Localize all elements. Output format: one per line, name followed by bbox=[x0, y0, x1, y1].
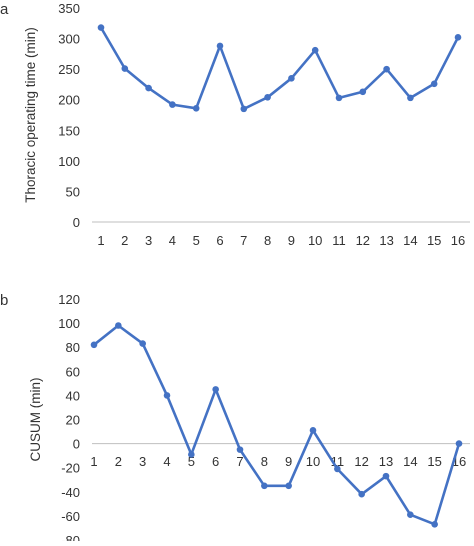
panel-a-xtick-label: 14 bbox=[403, 233, 417, 248]
panel-b-data-point bbox=[261, 482, 268, 490]
panel-b-xtick-label: 12 bbox=[354, 454, 368, 469]
panel-a-ytick-label: 250 bbox=[58, 62, 80, 77]
panel-a-xtick-label: 9 bbox=[288, 233, 295, 248]
panel-a-data-point bbox=[407, 94, 414, 102]
panel-b-ytick-label: 40 bbox=[66, 388, 80, 403]
panel-b-data-point bbox=[358, 490, 365, 498]
panel-a-y-axis-label: Thoracic operating time (min) bbox=[23, 27, 38, 203]
panel-b-data-point bbox=[188, 451, 195, 458]
panel-a-xtick-label: 12 bbox=[356, 233, 370, 248]
panel-a-data-point bbox=[192, 104, 200, 112]
panel-b-data-point bbox=[455, 440, 463, 447]
panel-a-ytick-label: 300 bbox=[58, 32, 80, 47]
panel-b-y-axis-label: CUSUM (min) bbox=[28, 378, 43, 462]
panel-a-xtick-label: 15 bbox=[427, 233, 441, 248]
panel-a-data-point bbox=[359, 88, 367, 96]
panel-b-ytick-label: -20 bbox=[61, 461, 80, 476]
panel-a-xtick-label: 4 bbox=[169, 233, 176, 248]
panel-b-label: b bbox=[0, 292, 8, 309]
panel-a-data-point bbox=[311, 46, 319, 54]
panel-b-ytick-label: 20 bbox=[66, 413, 80, 428]
panel-b-ytick-label: 60 bbox=[66, 364, 80, 379]
panel-b-series-line bbox=[93, 324, 461, 526]
panel-a-ytick-label: 0 bbox=[73, 215, 80, 230]
panel-b-xtick-label: 1 bbox=[90, 454, 97, 469]
panel-a-data-point bbox=[145, 84, 152, 92]
panel-b-data-point bbox=[236, 446, 244, 453]
panel-a-ytick-label: 150 bbox=[58, 123, 80, 138]
panel-b-data-point bbox=[309, 427, 317, 434]
panel-a-data-point bbox=[288, 75, 295, 82]
panel-b-data-point bbox=[407, 511, 414, 518]
panel-b-xtick-label: 3 bbox=[139, 454, 146, 469]
panel-a-xtick-label: 8 bbox=[264, 233, 271, 248]
panel-b-xtick-label: 9 bbox=[285, 454, 292, 469]
panel-a-xtick-label: 16 bbox=[451, 233, 465, 248]
panel-a-xtick-label: 3 bbox=[145, 233, 152, 248]
panel-b-xtick-label: 10 bbox=[306, 454, 320, 469]
panel-a-label: a bbox=[0, 1, 9, 18]
panel-a-ytick-label: 200 bbox=[58, 93, 80, 108]
panel-b-ytick-label: -40 bbox=[61, 485, 80, 500]
panel-a-data-point bbox=[264, 93, 271, 101]
panel-a-data-point bbox=[240, 105, 248, 113]
panel-b-ytick-label: 120 bbox=[58, 292, 80, 307]
panel-a-ytick-label: 100 bbox=[58, 154, 80, 169]
panel-b-data-point bbox=[163, 392, 171, 399]
panel-b-ytick-label: 100 bbox=[58, 316, 80, 331]
panel-a-xtick-label: 6 bbox=[216, 233, 223, 248]
panel-a-xtick-label: 5 bbox=[193, 233, 200, 248]
panel-b-xtick-label: 7 bbox=[236, 454, 243, 469]
panel-b-ytick-label: -80 bbox=[61, 533, 80, 541]
panel-a-data-point bbox=[335, 94, 343, 102]
panel-b-data-point bbox=[90, 341, 98, 349]
panel-a-series-line bbox=[99, 26, 460, 111]
panel-a-xtick-label: 2 bbox=[121, 233, 128, 248]
panel-a-ytick-label: 350 bbox=[58, 1, 80, 16]
panel-a-data-point bbox=[216, 42, 224, 50]
panel-b-xtick-label: 4 bbox=[163, 454, 170, 469]
panel-a-data-point bbox=[121, 65, 129, 72]
panel-b-xtick-label: 5 bbox=[188, 454, 195, 469]
panel-b-data-point bbox=[334, 465, 341, 473]
panel-b-xtick-label: 8 bbox=[261, 454, 268, 469]
panel-a-xtick-label: 10 bbox=[308, 233, 322, 248]
panel-a-xtick-label: 11 bbox=[332, 233, 346, 248]
panel-b-xtick-label: 2 bbox=[115, 454, 122, 469]
panel-b-data-point bbox=[382, 472, 390, 480]
panel-a-xtick-label: 13 bbox=[379, 233, 393, 248]
panel-a-data-point bbox=[169, 101, 176, 108]
panel-b-xtick-label: 14 bbox=[403, 454, 417, 469]
panel-b-xtick-label: 6 bbox=[212, 454, 219, 469]
panel-a-data-point bbox=[430, 80, 438, 88]
panel-a-ytick-label: 50 bbox=[66, 184, 80, 199]
panel-b-data-point bbox=[431, 521, 438, 528]
panel-b-data-point bbox=[115, 322, 122, 329]
panel-a-data-point bbox=[97, 24, 105, 31]
panel-b-data-point bbox=[139, 340, 146, 347]
panel-b-data-point bbox=[285, 482, 292, 490]
panel-b-xtick-label: 13 bbox=[379, 454, 393, 469]
panel-a-xtick-label: 7 bbox=[240, 233, 247, 248]
panel-b-ytick-label: -60 bbox=[61, 509, 80, 524]
panel-a-data-point bbox=[383, 65, 390, 73]
panel-b-ytick-label: 0 bbox=[73, 437, 80, 452]
panel-a-xtick-label: 1 bbox=[97, 233, 104, 248]
panel-b-data-point bbox=[212, 386, 219, 393]
panel-a-data-point bbox=[454, 34, 462, 41]
panel-b-ytick-label: 80 bbox=[66, 340, 80, 355]
panel-b-xtick-label: 15 bbox=[427, 454, 441, 469]
